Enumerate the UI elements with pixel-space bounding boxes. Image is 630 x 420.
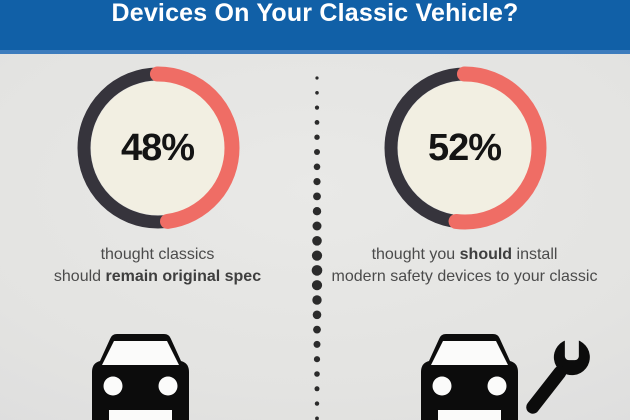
- donut-inner-disc: [397, 81, 532, 215]
- dotted-divider: [311, 76, 323, 420]
- wrench-icon: [518, 330, 590, 420]
- percent-label-left: 48%: [120, 126, 195, 169]
- caption-line: thought you should install: [371, 246, 558, 263]
- caption-line: modern safety devices to your classic: [331, 268, 598, 285]
- donut-chart-right: 52%: [383, 66, 547, 230]
- donut-chart-left: 48%: [76, 66, 240, 230]
- car-front-icon: [421, 334, 518, 420]
- caption-left: thought classics should remain original …: [0, 244, 315, 288]
- caption-line: thought classics: [100, 246, 215, 263]
- percent-label-right: 52%: [427, 126, 502, 169]
- header-bar: Devices On Your Classic Vehicle?: [0, 0, 630, 54]
- caption-right: thought you should install modern safety…: [307, 244, 622, 288]
- page-title: Devices On Your Classic Vehicle?: [111, 0, 519, 27]
- car-front-icon: [92, 334, 189, 420]
- donut-value-arc: [383, 66, 546, 230]
- donut-inner-disc: [90, 81, 225, 215]
- panel-install-modern: 52% thought you should install modern sa…: [315, 54, 630, 420]
- donut-value-arc: [76, 66, 239, 230]
- caption-line: should remain original spec: [53, 268, 262, 285]
- panel-remain-original: 48% thought classics should remain origi…: [0, 54, 315, 420]
